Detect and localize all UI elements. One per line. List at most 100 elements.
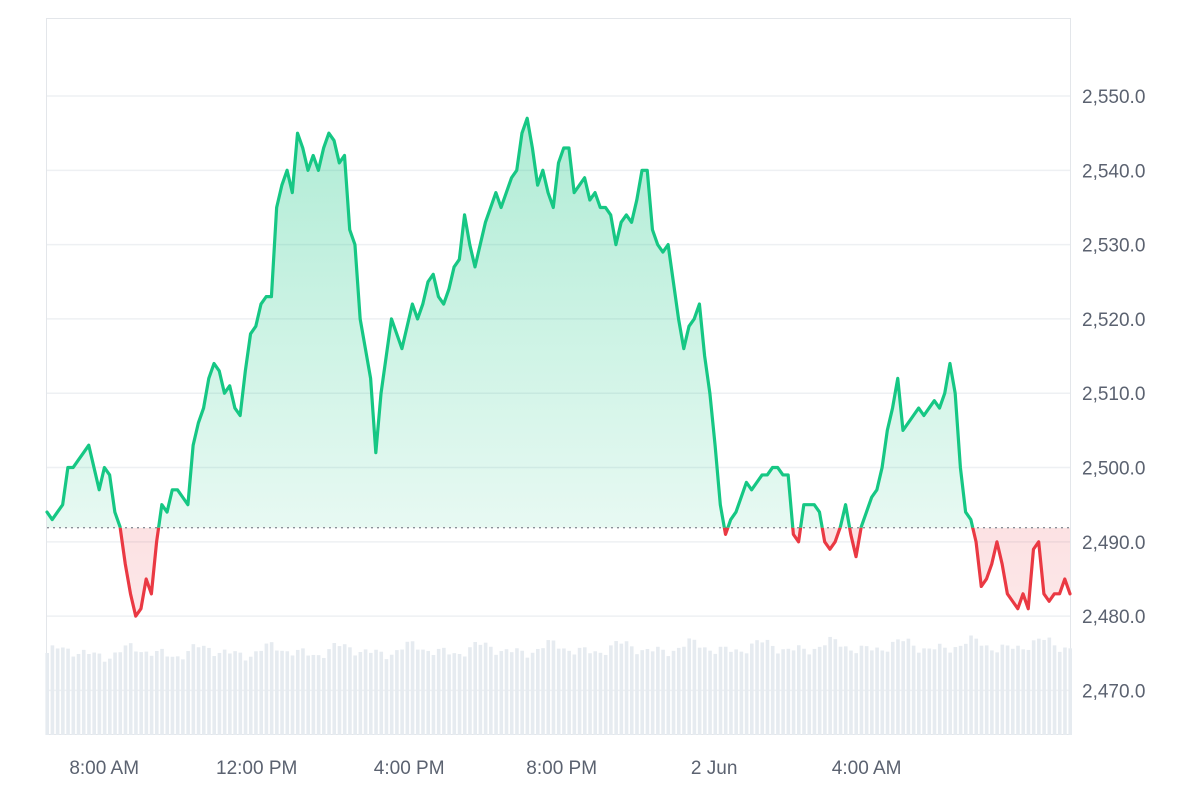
data-point	[902, 429, 904, 431]
volume-bar	[922, 648, 926, 735]
volume-bar	[337, 646, 342, 735]
x-axis: 8:00 AM 12:00 PM 4:00 PM 8:00 PM 2 Jun 4:00 A…	[69, 758, 901, 779]
volume-bar	[723, 646, 728, 735]
volume-bar	[666, 656, 671, 735]
data-point	[411, 303, 413, 305]
volume-bar	[650, 651, 655, 735]
volume-bar	[395, 650, 399, 735]
data-point	[343, 154, 345, 156]
volume-bar	[61, 647, 65, 735]
data-point	[307, 169, 309, 171]
volume-bar	[770, 645, 775, 735]
data-point	[479, 243, 481, 245]
volume-bar	[285, 651, 290, 735]
volume-bar	[713, 653, 718, 735]
data-point	[865, 511, 867, 513]
data-point	[557, 162, 559, 164]
volume-bar	[927, 648, 932, 735]
volume-bar	[1068, 648, 1072, 735]
volume-bar	[358, 651, 363, 735]
data-point	[975, 541, 977, 543]
data-point	[135, 615, 137, 617]
volume-bar	[290, 655, 295, 735]
volume-bar	[1042, 639, 1046, 735]
volume-bar	[1047, 637, 1052, 735]
volume-bar	[134, 651, 138, 735]
data-point	[166, 511, 168, 513]
volume-bar	[483, 642, 488, 735]
data-point	[735, 511, 737, 513]
volume-bar	[682, 646, 686, 735]
volume-bar	[703, 647, 707, 735]
volume-bar	[275, 650, 279, 735]
data-point	[536, 184, 538, 186]
data-point	[646, 169, 648, 171]
data-point	[829, 548, 831, 550]
volume-bar	[311, 654, 316, 735]
price-line	[45, 116, 1072, 618]
data-point	[907, 422, 909, 424]
data-point	[432, 273, 434, 275]
volume-bar	[525, 657, 530, 735]
volume-bar	[755, 640, 759, 735]
volume-bar	[473, 641, 477, 735]
data-point	[656, 243, 658, 245]
data-point	[615, 243, 617, 245]
volume-bar	[562, 648, 566, 735]
data-point	[1032, 548, 1034, 550]
data-point	[771, 466, 773, 468]
data-point	[964, 511, 966, 513]
data-point	[750, 489, 752, 491]
data-point	[427, 281, 429, 283]
volume-bar	[541, 648, 545, 735]
volume-bar	[864, 646, 869, 735]
volume-bar	[108, 658, 112, 735]
volume-bar	[410, 641, 415, 735]
data-point	[839, 526, 841, 528]
volume-bar	[165, 656, 170, 735]
x-tick-label: 8:00 AM	[69, 758, 139, 779]
data-point	[375, 451, 377, 453]
volume-bar	[880, 650, 885, 735]
volume-bar	[55, 648, 60, 735]
volume-bar	[603, 654, 608, 735]
volume-bar	[509, 652, 514, 735]
data-point	[1048, 600, 1050, 602]
volume-bar	[186, 651, 190, 735]
volume-bar	[415, 649, 420, 735]
data-point	[949, 362, 951, 364]
volume-bar	[384, 659, 389, 735]
volume-bar	[228, 653, 232, 735]
data-point	[803, 503, 805, 505]
data-point	[244, 370, 246, 372]
data-point	[547, 191, 549, 193]
data-point	[860, 526, 862, 528]
data-point	[991, 563, 993, 565]
data-point	[495, 191, 497, 193]
data-point	[985, 578, 987, 580]
data-point	[719, 503, 721, 505]
volume-bar	[760, 642, 765, 735]
y-tick-label: 2,510.0	[1082, 384, 1145, 405]
volume-bar	[243, 660, 248, 735]
volume-bar	[577, 647, 582, 735]
data-point	[312, 154, 314, 156]
data-point	[1001, 563, 1003, 565]
volume-bar	[979, 645, 984, 735]
y-axis: 2,550.0 2,540.0 2,530.0 2,520.0 2,510.0 2,500…	[1082, 87, 1145, 702]
volume-bar	[81, 649, 86, 735]
volume-bar	[833, 639, 838, 735]
data-point	[578, 184, 580, 186]
data-point	[77, 459, 79, 461]
volume-bar	[635, 654, 639, 735]
data-point	[1011, 600, 1013, 602]
data-point	[338, 162, 340, 164]
volume-bar	[405, 641, 410, 735]
volume-bar	[582, 647, 587, 735]
y-tick-label: 2,520.0	[1082, 310, 1145, 331]
data-point	[291, 191, 293, 193]
data-point	[213, 362, 215, 364]
data-point	[568, 147, 570, 149]
data-point	[322, 147, 324, 149]
